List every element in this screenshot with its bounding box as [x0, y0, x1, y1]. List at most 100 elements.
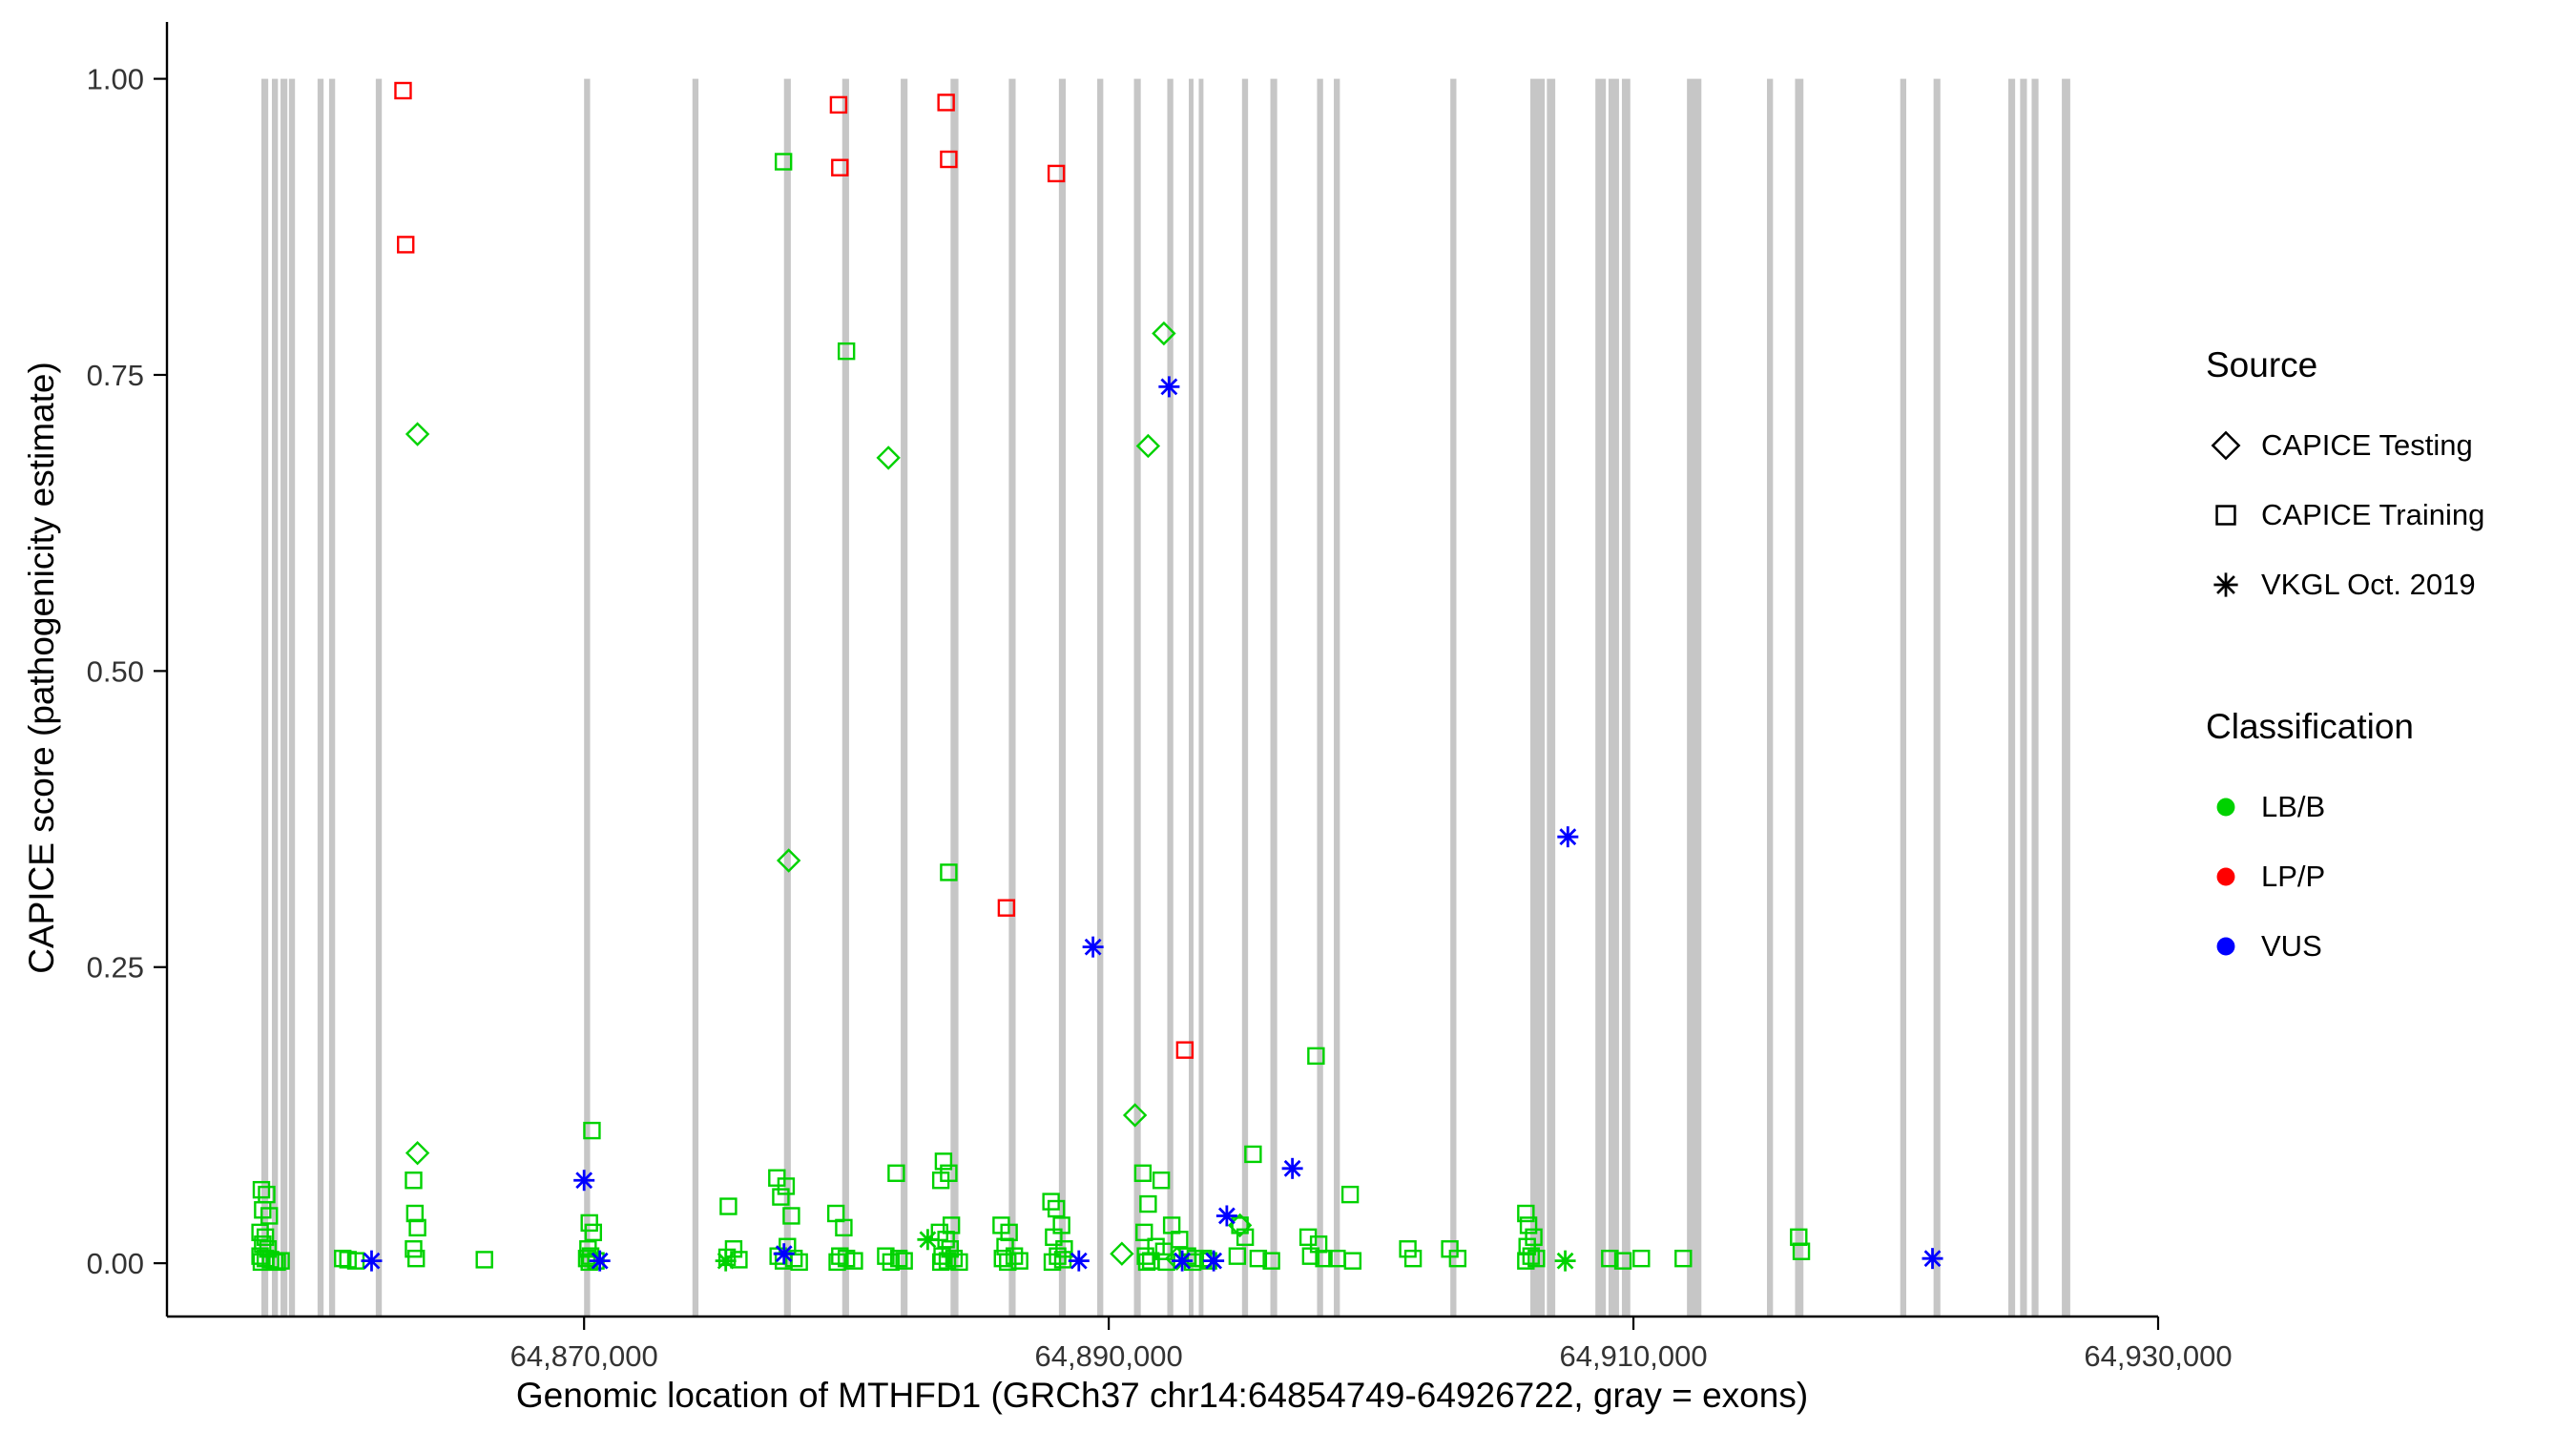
data-point	[993, 1249, 1011, 1268]
data-point	[777, 1177, 796, 1195]
legend-item-vkgl: VKGL Oct. 2019	[2206, 550, 2484, 619]
data-point	[397, 236, 415, 254]
data-point	[895, 1252, 913, 1270]
data-point	[933, 1247, 951, 1265]
exon-bar	[901, 78, 908, 1317]
exon-bar	[1608, 78, 1619, 1317]
legend-label-capice-training: CAPICE Training	[2261, 497, 2485, 531]
data-point	[1307, 1047, 1325, 1066]
data-point	[1045, 1228, 1063, 1247]
legend-label-lpp: LP/P	[2261, 859, 2326, 893]
data-point	[580, 1213, 598, 1233]
data-point	[1522, 1247, 1541, 1265]
data-point	[1172, 1250, 1194, 1272]
data-point	[1448, 1249, 1467, 1268]
data-point	[1137, 1253, 1156, 1272]
data-point	[1632, 1249, 1651, 1268]
exon-bar	[260, 78, 269, 1317]
data-point	[475, 1251, 493, 1269]
data-point	[1068, 1250, 1090, 1272]
data-point	[715, 1250, 737, 1272]
data-point	[1301, 1247, 1320, 1265]
exon-bar	[271, 78, 279, 1317]
data-point	[405, 1172, 423, 1190]
x-tick-label: 64,870,000	[510, 1339, 658, 1373]
data-point	[1228, 1247, 1247, 1265]
data-point	[407, 1249, 426, 1268]
data-point	[784, 1249, 803, 1268]
legend-classification-title: Classification	[2206, 707, 2414, 746]
data-point	[1519, 1216, 1538, 1234]
exon-bar	[1188, 78, 1194, 1317]
exon-bar	[783, 78, 791, 1317]
exon-bar	[328, 78, 336, 1317]
data-point	[405, 1140, 430, 1166]
data-point	[1527, 1249, 1546, 1268]
exon-bar	[2007, 78, 2016, 1317]
exon-bar	[1097, 78, 1104, 1317]
y-tick-label: 0.50	[87, 654, 144, 688]
data-point	[940, 150, 958, 169]
legend-item-lpp: LP/P	[2206, 841, 2484, 911]
data-point	[1135, 1223, 1153, 1242]
data-point	[772, 1188, 790, 1206]
data-point	[940, 863, 958, 881]
data-point	[1215, 1205, 1237, 1227]
exon-bar	[288, 78, 296, 1317]
data-point	[251, 1223, 269, 1242]
legend-item-capice-training: CAPICE Training	[2206, 480, 2484, 550]
legend-item-capice-testing: CAPICE Testing	[2206, 410, 2484, 480]
data-point	[1792, 1242, 1811, 1260]
data-point	[887, 1164, 905, 1182]
data-point	[584, 1223, 603, 1242]
data-point	[1231, 1216, 1249, 1234]
exon-bar	[1450, 78, 1457, 1317]
data-point	[937, 93, 955, 112]
data-point	[845, 1252, 863, 1270]
data-point	[790, 1253, 808, 1272]
y-tick-label: 1.00	[87, 63, 144, 96]
exon-bar	[584, 78, 591, 1317]
data-point	[405, 1204, 425, 1223]
data-point	[782, 1207, 800, 1225]
square-icon	[2215, 504, 2236, 526]
y-tick-label: 0.75	[87, 359, 144, 392]
data-point	[1557, 826, 1579, 848]
data-point	[1175, 1041, 1195, 1059]
data-point	[1139, 1194, 1157, 1213]
data-point	[1203, 1250, 1225, 1272]
asterisk-icon	[2213, 571, 2238, 597]
data-point	[272, 1252, 290, 1270]
exon-bar	[1198, 78, 1204, 1317]
data-point	[581, 1247, 600, 1265]
exon-bar	[1008, 78, 1016, 1317]
y-axis-title: CAPICE score (pathogenicity estimate)	[22, 362, 61, 974]
data-point	[1399, 1240, 1417, 1258]
data-point	[1340, 1185, 1360, 1204]
data-point	[1244, 1145, 1262, 1164]
data-point	[937, 1231, 955, 1249]
data-point	[1047, 1199, 1066, 1218]
data-point	[583, 1121, 601, 1140]
data-point	[1135, 433, 1161, 459]
legend-source-title: Source	[2206, 345, 2318, 384]
data-point	[1262, 1252, 1280, 1270]
data-point	[773, 1243, 795, 1265]
data-point	[1047, 164, 1066, 183]
exon-bar	[2062, 78, 2070, 1317]
legend-item-vus: VUS	[2206, 911, 2484, 981]
exon-bar	[1621, 78, 1631, 1317]
x-tick-label: 64,910,000	[1559, 1339, 1707, 1373]
exon-bar	[1530, 78, 1546, 1317]
data-point	[1136, 1247, 1154, 1265]
data-point	[876, 446, 901, 470]
data-point	[776, 848, 801, 873]
data-point	[831, 158, 849, 176]
data-point	[774, 153, 793, 171]
data-point	[1403, 1249, 1423, 1268]
data-point	[577, 1249, 596, 1268]
data-point	[1154, 1242, 1174, 1260]
data-point	[1049, 1247, 1067, 1265]
exon-bar	[692, 78, 699, 1317]
exon-bar	[1933, 78, 1941, 1317]
